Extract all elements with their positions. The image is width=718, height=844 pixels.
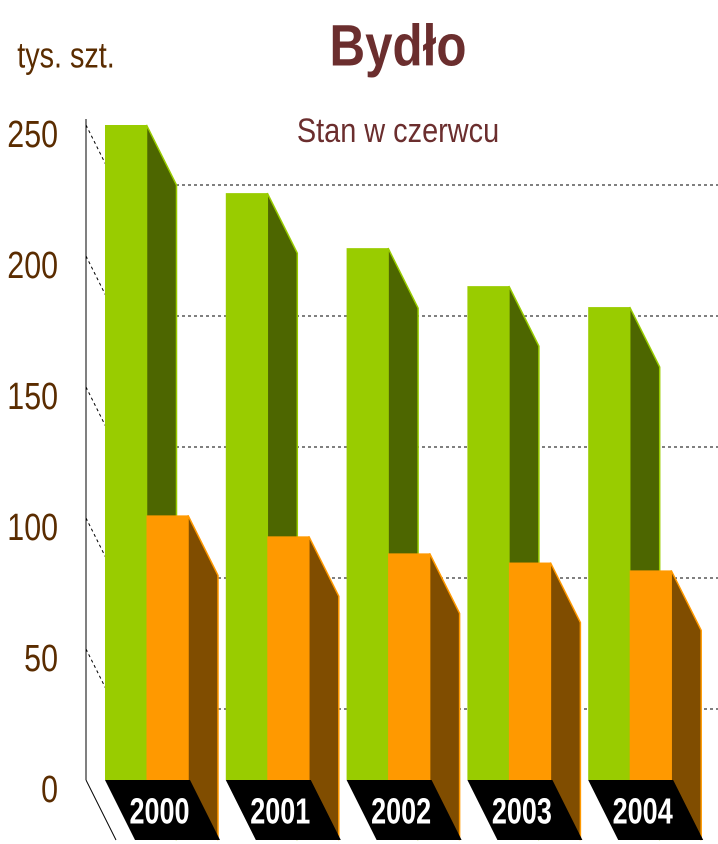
bar-front <box>346 248 389 780</box>
y-tick-label: 150 <box>7 376 58 418</box>
category-plate <box>346 780 462 840</box>
bar-front <box>388 553 430 780</box>
bar-front <box>629 570 672 780</box>
x-tick-label: 2000 <box>129 791 189 832</box>
bar <box>508 562 582 841</box>
bar-front <box>267 536 309 780</box>
y-tick-label: 250 <box>7 114 58 156</box>
x-tick-label: 2003 <box>492 791 552 832</box>
bar-front <box>105 125 147 780</box>
bar <box>267 536 340 841</box>
y-tick-label: 0 <box>41 769 58 811</box>
category-plate <box>588 780 704 840</box>
chart-title: Bydło <box>330 14 467 79</box>
y-tick-label: 200 <box>7 245 58 287</box>
bar <box>146 515 219 841</box>
y-tick-label: 100 <box>7 507 58 549</box>
bar <box>388 553 461 841</box>
x-tick-label: 2004 <box>613 791 673 832</box>
y-axis-label: tys. szt. <box>17 34 115 75</box>
bar-front <box>225 193 268 780</box>
bar-front <box>467 286 509 780</box>
category-plate <box>467 780 583 840</box>
floor-edge <box>85 779 117 841</box>
category-plate <box>225 780 341 840</box>
bar-front <box>146 515 188 780</box>
bar <box>629 570 702 841</box>
x-tick-label: 2002 <box>371 791 431 832</box>
bar-front <box>588 307 630 780</box>
x-tick-label: 2001 <box>250 791 310 832</box>
y-tick-label: 50 <box>24 638 58 680</box>
chart-subtitle: Stan w czerwcu <box>297 111 499 150</box>
category-plate <box>105 780 220 840</box>
bar-front <box>508 562 551 780</box>
